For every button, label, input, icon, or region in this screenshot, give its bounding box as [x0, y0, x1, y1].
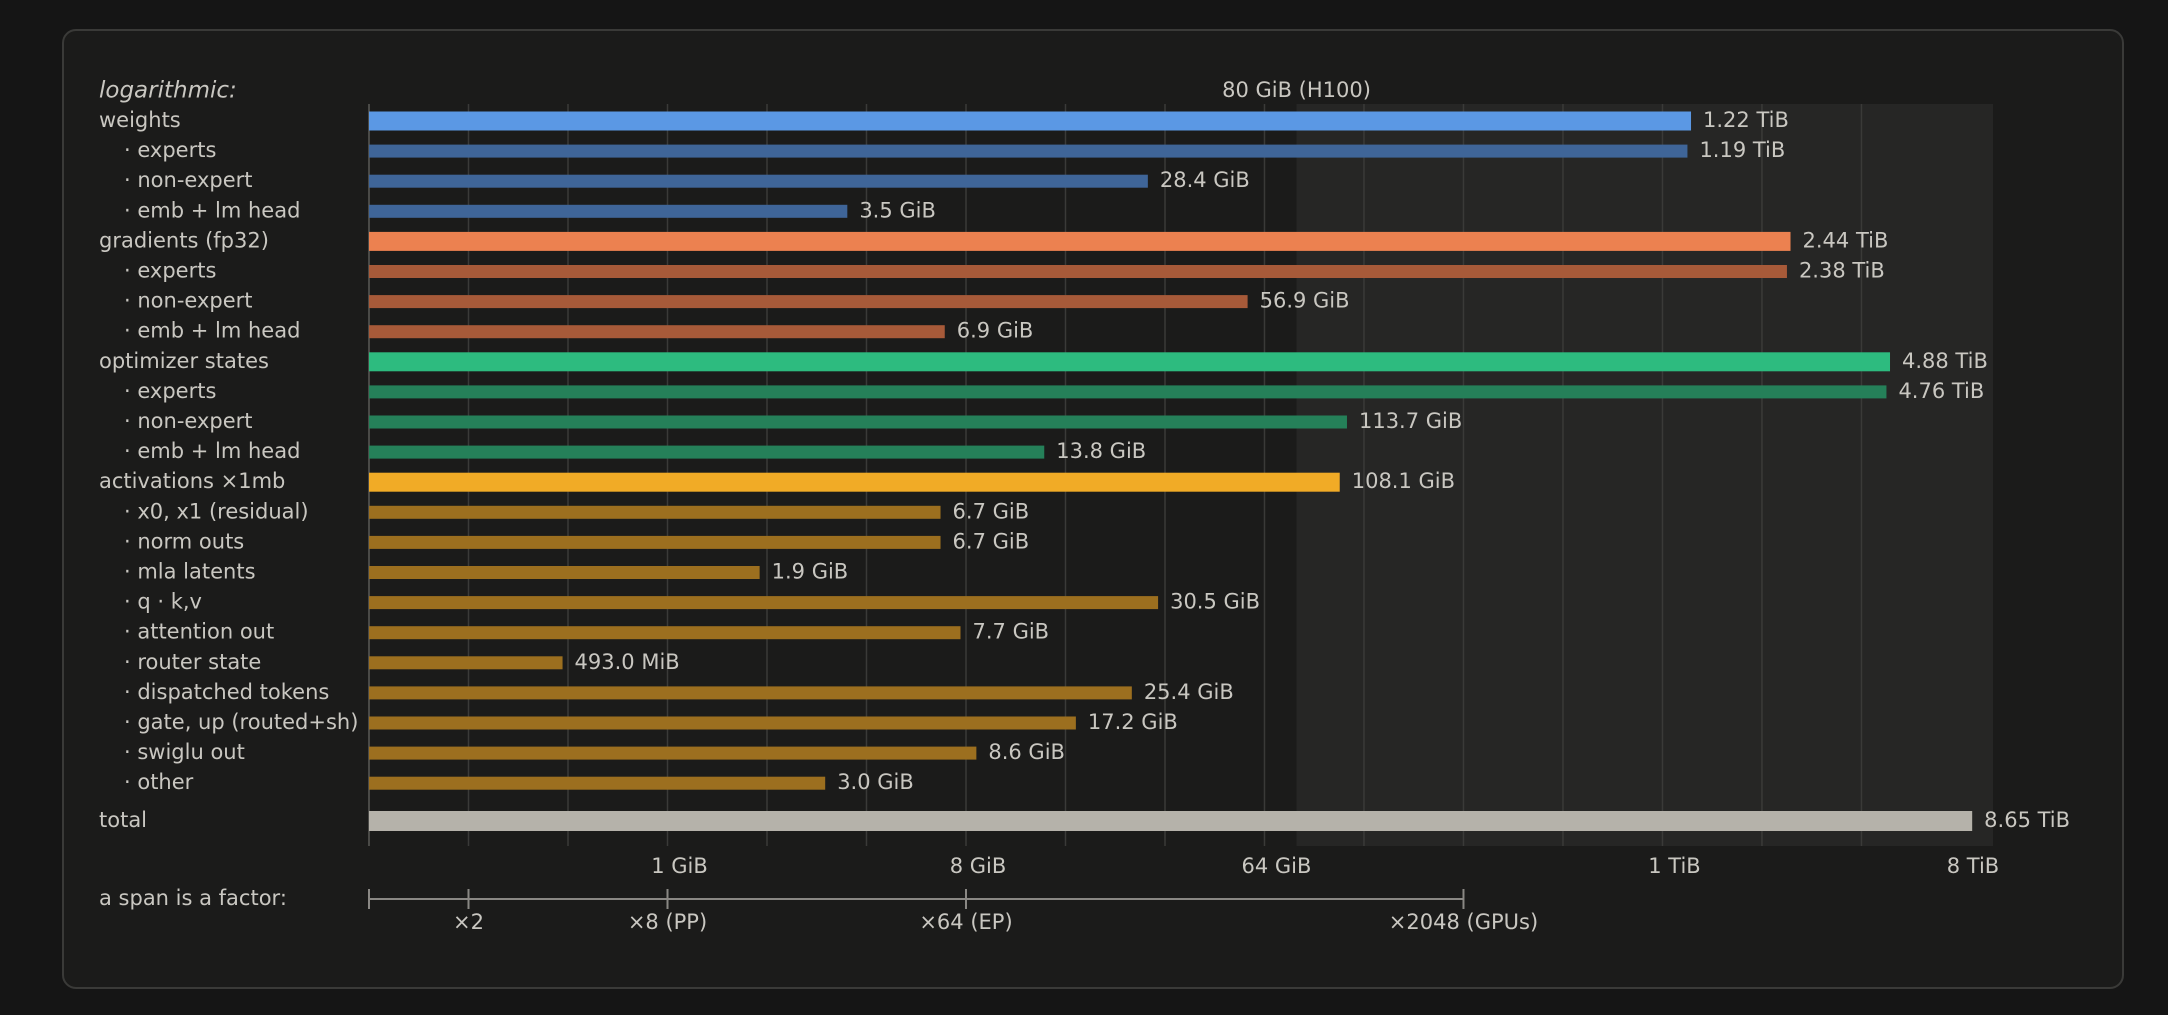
group-1-item-2-value: 6.9 GiB: [957, 319, 1034, 343]
group-3-item-6-value: 25.4 GiB: [1144, 680, 1234, 704]
group-3-item-3-label: · q · k,v: [124, 590, 202, 614]
group-0-item-0-label: · experts: [124, 138, 216, 162]
group-0-item-1-bar: [369, 174, 1148, 188]
group-2-item-0-bar: [369, 385, 1887, 399]
group-1-item-0-value: 2.38 TiB: [1799, 259, 1885, 283]
group-3-item-5-value: 493.0 MiB: [575, 650, 680, 674]
scale-title: logarithmic:: [99, 78, 237, 104]
group-0-item-0-value: 1.19 TiB: [1699, 138, 1785, 162]
group-2-item-2-label: · emb + lm head: [124, 439, 300, 463]
group-3-item-2-label: · mla latents: [124, 560, 256, 584]
group-2-item-1-label: · non-expert: [124, 409, 253, 433]
reference-line-label: 80 GiB (H100): [1222, 78, 1371, 102]
group-3-item-0-label: · x0, x1 (residual): [124, 499, 309, 523]
group-3-item-1-label: · norm outs: [124, 529, 244, 553]
group-2-bar: [369, 352, 1891, 372]
group-3-item-0-value: 6.7 GiB: [953, 499, 1030, 523]
group-1-item-1-value: 56.9 GiB: [1260, 289, 1350, 313]
group-3-item-8-value: 8.6 GiB: [988, 740, 1065, 764]
group-3-item-7-bar: [369, 716, 1076, 730]
group-3-item-2-bar: [369, 566, 760, 579]
group-2-label: optimizer states: [99, 349, 269, 373]
group-3-item-3-value: 30.5 GiB: [1170, 590, 1260, 614]
group-3-item-6-label: · dispatched tokens: [124, 680, 329, 704]
group-1-item-0-bar: [369, 265, 1787, 278]
group-3-item-9-label: · other: [124, 770, 194, 794]
group-1-label: gradients (fp32): [99, 228, 269, 252]
group-3-value: 108.1 GiB: [1352, 469, 1455, 493]
x-tick-label-3: 1 TiB: [1648, 854, 1700, 878]
x-tick-label-4: 8 TiB: [1947, 854, 1999, 878]
total-label: total: [99, 808, 147, 832]
over-capacity-region: [1296, 104, 1993, 846]
group-3-item-8-bar: [369, 746, 977, 760]
total-value: 8.65 TiB: [1984, 808, 2070, 832]
group-3-item-6-bar: [369, 686, 1132, 700]
group-2-item-0-value: 4.76 TiB: [1898, 379, 1984, 403]
group-1-item-1-label: · non-expert: [124, 289, 253, 313]
group-0-item-2-label: · emb + lm head: [124, 198, 300, 222]
group-1-item-0-label: · experts: [124, 259, 216, 283]
group-0-item-0-bar: [369, 144, 1688, 158]
factor-mark-label-2: ×64 (EP): [919, 910, 1012, 934]
group-3-item-9-value: 3.0 GiB: [837, 770, 914, 794]
group-0-label: weights: [99, 108, 181, 132]
group-0-bar: [369, 111, 1692, 131]
group-3-item-9-bar: [369, 776, 826, 790]
x-tick-label-2: 64 GiB: [1242, 854, 1312, 878]
group-1-bar: [369, 231, 1791, 251]
group-3-item-4-label: · attention out: [124, 620, 274, 644]
group-3-label: activations ×1mb: [99, 469, 285, 493]
group-3-item-7-value: 17.2 GiB: [1088, 710, 1178, 734]
group-2-item-2-bar: [369, 445, 1045, 459]
group-3-item-5-label: · router state: [124, 650, 261, 674]
factor-mark-label-0: ×2: [453, 910, 484, 934]
group-3-item-1-bar: [369, 535, 941, 549]
group-3-item-4-bar: [369, 626, 961, 640]
factor-mark-label-1: ×8 (PP): [628, 910, 707, 934]
group-3-item-2-value: 1.9 GiB: [772, 560, 849, 584]
group-0-item-1-label: · non-expert: [124, 168, 253, 192]
total-bar: [369, 811, 1973, 831]
group-2-value: 4.88 TiB: [1902, 349, 1988, 373]
group-0-item-2-bar: [369, 204, 848, 218]
x-tick-label-0: 1 GiB: [651, 854, 708, 878]
group-1-item-2-bar: [369, 325, 945, 339]
group-0-value: 1.22 TiB: [1703, 108, 1789, 132]
group-3-item-4-value: 7.7 GiB: [973, 620, 1050, 644]
group-0-item-1-value: 28.4 GiB: [1160, 168, 1250, 192]
group-3-item-7-label: · gate, up (routed+sh): [124, 710, 358, 734]
group-2-item-1-value: 113.7 GiB: [1359, 409, 1462, 433]
group-0-item-2-value: 3.5 GiB: [859, 198, 936, 222]
factor-mark-label-3: ×2048 (GPUs): [1389, 910, 1538, 934]
x-tick-label-1: 8 GiB: [950, 854, 1007, 878]
group-1-value: 2.44 TiB: [1803, 228, 1889, 252]
group-3-item-5-bar: [369, 656, 563, 670]
group-2-item-0-label: · experts: [124, 379, 216, 403]
group-3-item-0-bar: [369, 505, 941, 519]
group-3-bar: [369, 472, 1340, 492]
group-2-item-1-bar: [369, 415, 1347, 429]
group-3-item-3-bar: [369, 596, 1159, 610]
group-2-item-2-value: 13.8 GiB: [1056, 439, 1146, 463]
factor-scale-label: a span is a factor:: [99, 886, 287, 910]
group-1-item-2-label: · emb + lm head: [124, 319, 300, 343]
group-3-item-1-value: 6.7 GiB: [953, 529, 1030, 553]
group-3-item-8-label: · swiglu out: [124, 740, 245, 764]
group-1-item-1-bar: [369, 295, 1248, 309]
